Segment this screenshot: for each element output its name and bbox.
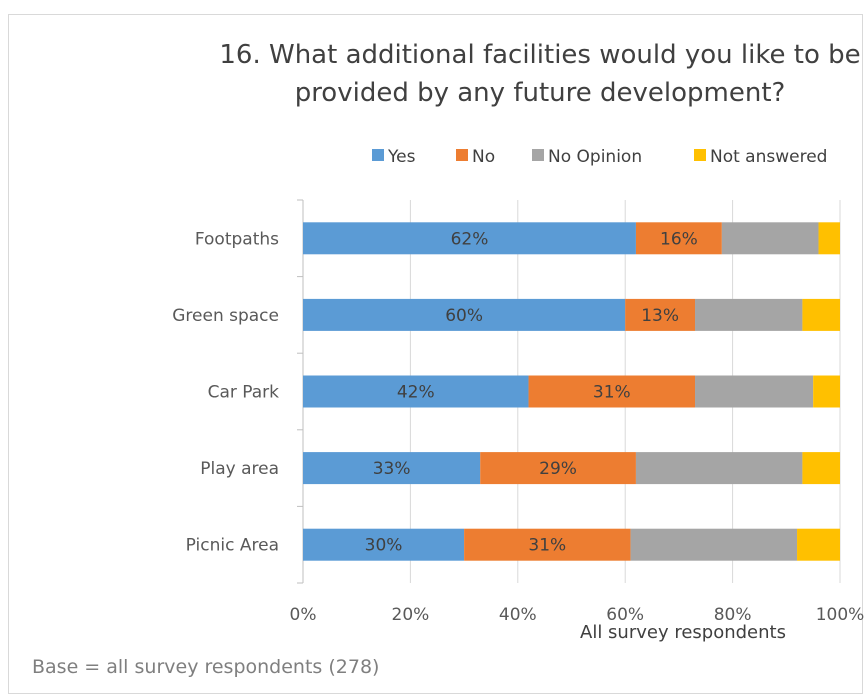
x-tick-label: 40% (499, 605, 537, 625)
bar-no-3 (480, 452, 636, 485)
bar-yes-0 (303, 222, 636, 255)
bar-yes-3 (303, 452, 481, 485)
x-tick-label: 100% (816, 605, 865, 625)
chart-title-line-2: provided by any future development? (294, 78, 786, 108)
data-label-no: 13% (641, 306, 679, 326)
legend-swatch-yes (372, 149, 384, 161)
bar-no-0 (635, 222, 722, 255)
category-label: Picnic Area (186, 536, 279, 556)
data-label-no: 31% (593, 383, 631, 403)
data-label-no: 16% (660, 229, 698, 249)
legend-item-not-answered: Not answered (694, 146, 827, 168)
bar-no-opinion-1 (695, 298, 803, 331)
x-axis-title: All survey respondents (580, 622, 786, 643)
x-tick-label: 20% (392, 605, 430, 625)
bar-no-opinion-3 (635, 452, 803, 485)
bar-not-answered-2 (813, 375, 840, 408)
category-label: Play area (200, 459, 279, 479)
bar-not-answered-3 (802, 452, 840, 485)
bar-yes-2 (303, 375, 529, 408)
data-label-yes: 33% (373, 459, 411, 479)
legend-swatch-no (456, 149, 468, 161)
bar-no-opinion-0 (721, 222, 819, 255)
bar-yes-4 (303, 528, 465, 561)
legend-item-yes: Yes (372, 146, 415, 168)
bar-not-answered-1 (802, 298, 840, 331)
x-tick-label: 60% (606, 605, 644, 625)
category-label: Green space (172, 306, 279, 326)
bar-no-4 (464, 528, 631, 561)
chart-title: 16. What additional facilities would you… (190, 36, 867, 112)
legend-label-no: No (472, 147, 496, 167)
base-footnote: Base = all survey respondents (278) (32, 656, 380, 678)
legend-swatch-not-answered (694, 149, 706, 161)
chart-title-line-1: 16. What additional facilities would you… (219, 40, 861, 70)
bar-no-opinion-4 (630, 528, 798, 561)
legend-item-no-opinion: No Opinion (532, 146, 642, 168)
data-label-yes: 30% (365, 536, 403, 556)
data-label-yes: 62% (451, 229, 489, 249)
legend-item-no: No (456, 146, 495, 168)
data-label-yes: 60% (445, 306, 483, 326)
bar-no-opinion-2 (695, 375, 814, 408)
legend-label-no-opinion: No Opinion (548, 147, 643, 167)
x-tick-label: 0% (290, 605, 317, 625)
category-label: Car Park (208, 383, 280, 403)
category-label: Footpaths (195, 229, 279, 249)
data-label-no: 31% (528, 536, 566, 556)
legend-label-not-answered: Not answered (710, 147, 828, 167)
bar-not-answered-4 (797, 528, 840, 561)
x-tick-label: 80% (714, 605, 752, 625)
data-label-yes: 42% (397, 383, 435, 403)
bar-no-2 (528, 375, 696, 408)
legend-label-yes: Yes (388, 147, 416, 167)
bar-not-answered-0 (818, 222, 840, 255)
bar-no-1 (625, 298, 696, 331)
data-label-no: 29% (539, 459, 577, 479)
bar-yes-1 (303, 298, 626, 331)
legend-swatch-no-opinion (532, 149, 544, 161)
chart-frame (8, 14, 863, 694)
